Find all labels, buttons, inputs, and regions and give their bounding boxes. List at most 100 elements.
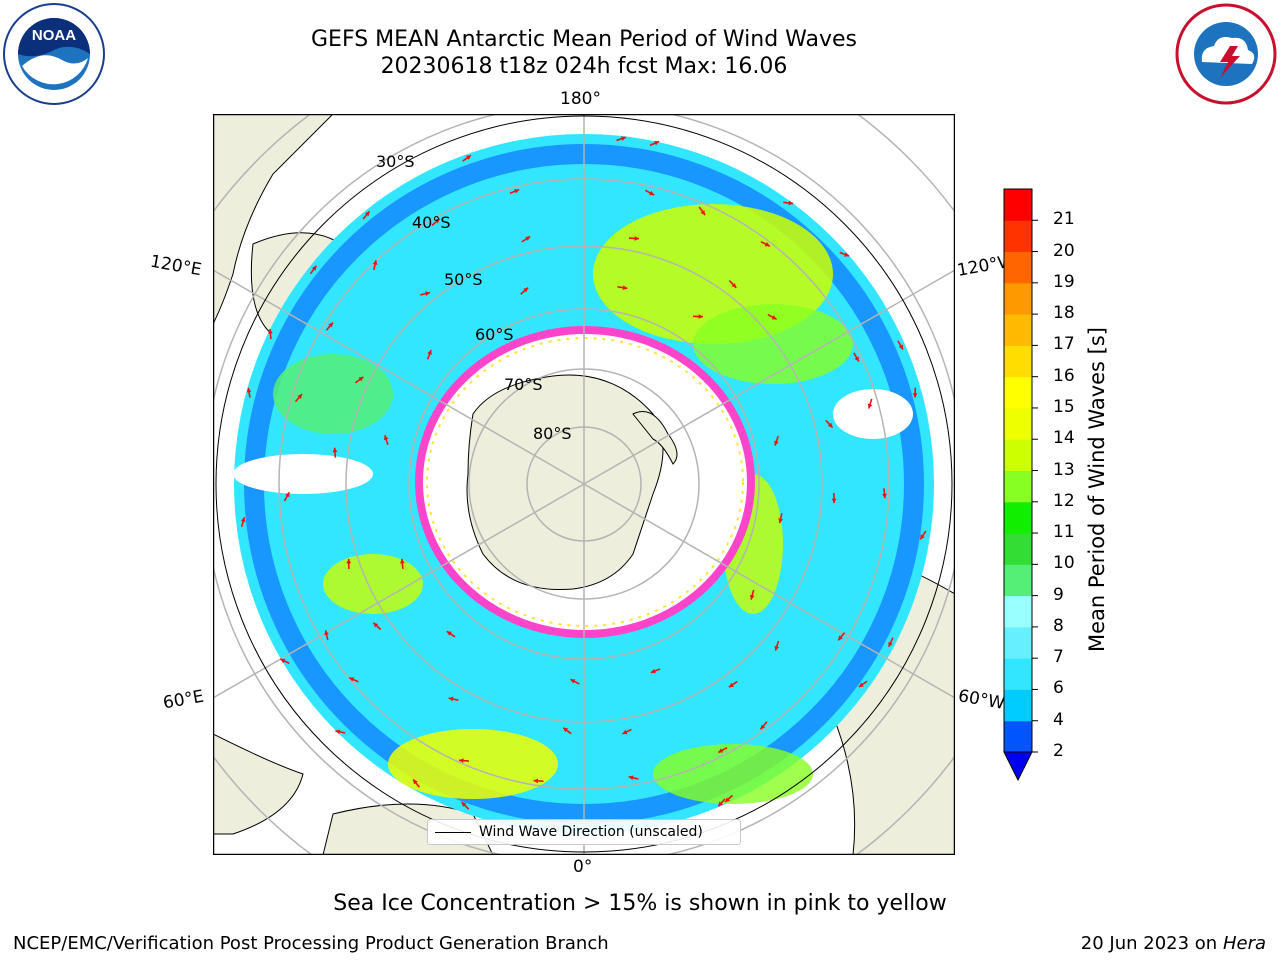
wind-wave-arrowhead xyxy=(346,558,352,564)
wind-wave-arrowhead xyxy=(448,696,454,702)
wind-wave-arrowhead xyxy=(774,440,779,446)
footer-date: 20 Jun 2023 on Hera xyxy=(1081,933,1266,954)
wind-wave-arrowhead xyxy=(634,236,639,241)
colorbar-tick-label: 20 xyxy=(1053,240,1075,261)
swell-patch-southern-africa xyxy=(388,729,558,799)
map-boundary xyxy=(215,115,953,853)
wind-wave-arrowhead xyxy=(332,447,338,453)
land-antarctica xyxy=(466,374,664,591)
wind-wave-arrowhead xyxy=(788,200,794,206)
wind-wave-arrowhead xyxy=(383,435,389,441)
wind-wave-arrowhead xyxy=(628,775,634,781)
wind-wave-arrowhead xyxy=(399,558,405,564)
colorbar-underflow-arrow xyxy=(1003,751,1033,782)
lat-label-60s: 60°S xyxy=(475,325,514,344)
colorbar-segment xyxy=(1004,376,1032,409)
wind-wave-arrowhead xyxy=(311,265,317,271)
graticule-longitude xyxy=(213,114,955,855)
footer-host: Hera xyxy=(1222,933,1266,954)
map-title: GEFS MEAN Antarctic Mean Period of Wind … xyxy=(311,27,857,52)
wind-wave-arrowhead xyxy=(372,260,378,265)
wind-wave-arrowhead xyxy=(718,801,724,807)
wind-wave-arrowhead xyxy=(854,356,859,362)
wind-wave-arrowhead xyxy=(888,641,893,647)
noaa-logo-text: NOAA xyxy=(32,27,76,44)
footer-date-text: 20 Jun 2023 on xyxy=(1080,933,1218,954)
colorbar-tick-label: 13 xyxy=(1053,459,1075,480)
calm-region-2 xyxy=(833,389,913,439)
map-legend: Wind Wave Direction (unscaled) xyxy=(427,819,741,845)
wind-wave-arrowhead xyxy=(728,682,734,688)
colorbar-segment xyxy=(1004,658,1032,690)
legend-line-icon xyxy=(435,831,471,833)
wind-wave-arrowhead xyxy=(446,631,452,636)
lat-label-30s: 30°S xyxy=(376,152,415,171)
colorbar-segment xyxy=(1004,470,1032,503)
wind-wave-arrowhead xyxy=(324,630,329,636)
wind-wave-arrowhead xyxy=(335,729,341,735)
land-antarctic-peninsula xyxy=(632,411,678,465)
wind-wave-arrowhead xyxy=(882,493,887,499)
colorbar-segment xyxy=(1004,251,1032,284)
swell-patch-atlantic xyxy=(653,744,813,804)
wind-wave-arrowhead xyxy=(844,252,850,257)
colorbar-segment xyxy=(1004,189,1032,221)
wind-wave-arrowhead xyxy=(373,622,379,628)
wind-wave-arrowhead xyxy=(827,422,833,428)
lat-label-50s: 50°S xyxy=(444,270,483,289)
colorbar-tick-label: 15 xyxy=(1053,396,1075,417)
wind-wave-arrowhead xyxy=(465,155,471,160)
wind-wave-arrowhead xyxy=(413,779,418,785)
colorbar-tick-label: 8 xyxy=(1053,615,1064,636)
lon-label-120e: 120°E xyxy=(148,251,204,281)
lat-label-70s: 70°S xyxy=(504,375,543,394)
colorbar xyxy=(1003,188,1038,782)
wind-wave-arrowhead xyxy=(731,282,737,288)
wind-wave-arrowhead xyxy=(267,329,273,334)
map-subtitle: 20230618 t18z 024h fcst Max: 16.06 xyxy=(380,54,788,79)
colorbar-tick-label: 14 xyxy=(1053,428,1075,449)
sea-ice-caption: Sea Ice Concentration > 15% is shown in … xyxy=(333,891,947,916)
colorbar-tick-label: 18 xyxy=(1053,303,1075,324)
wind-wave-arrowhead xyxy=(764,242,770,247)
wind-wave-arrowhead xyxy=(920,534,925,540)
colorbar-tick-label: 9 xyxy=(1053,584,1064,605)
land-australia xyxy=(213,114,334,325)
nws-logo xyxy=(1175,3,1277,105)
wind-wave-arrowhead xyxy=(698,314,704,319)
swell-patch-kerguelen xyxy=(323,554,423,614)
lon-label-60e: 60°E xyxy=(161,686,206,714)
wind-wave-arrowhead xyxy=(523,287,529,293)
wind-wave-arrowhead xyxy=(912,393,918,398)
colorbar-segment xyxy=(1004,314,1032,346)
wind-wave-arrowhead xyxy=(771,315,777,320)
wind-wave-arrowhead xyxy=(349,677,355,682)
lon-label-180: 180° xyxy=(560,89,601,109)
wind-wave-arrowhead xyxy=(867,403,873,409)
colorbar-tick-label: 6 xyxy=(1053,678,1064,699)
footer-producer: NCEP/EMC/Verification Post Processing Pr… xyxy=(13,933,609,954)
colorbar-segment xyxy=(1004,439,1032,471)
colorbar-segment xyxy=(1004,282,1032,315)
wind-wave-arrowhead xyxy=(364,211,370,217)
wind-wave-arrowhead xyxy=(774,645,780,651)
wind-wave-arrowhead xyxy=(725,797,730,803)
wind-wave-arrowhead xyxy=(831,498,837,504)
wind-wave-arrowhead xyxy=(514,189,520,194)
colorbar-segment xyxy=(1004,626,1032,659)
colorbar-segment xyxy=(1004,720,1032,753)
wind-wave-arrowhead xyxy=(246,387,252,393)
colorbar-segment xyxy=(1004,689,1032,722)
colorbar-segment xyxy=(1004,533,1032,565)
land-africa-madagascar xyxy=(213,733,304,835)
colorbar-title: Mean Period of Wind Waves [s] xyxy=(1085,327,1109,652)
wind-wave-arrowhead xyxy=(654,140,660,146)
wind-wave-arrowhead xyxy=(563,727,569,733)
wind-wave-arrowhead xyxy=(622,285,628,291)
colorbar-segment xyxy=(1004,345,1032,378)
polar-map xyxy=(213,114,955,855)
wind-wave-arrowhead xyxy=(620,136,626,141)
wind-wave-arrowhead xyxy=(749,594,755,600)
lat-label-80s: 80°S xyxy=(533,424,572,443)
wind-wave-arrowhead xyxy=(285,492,290,498)
